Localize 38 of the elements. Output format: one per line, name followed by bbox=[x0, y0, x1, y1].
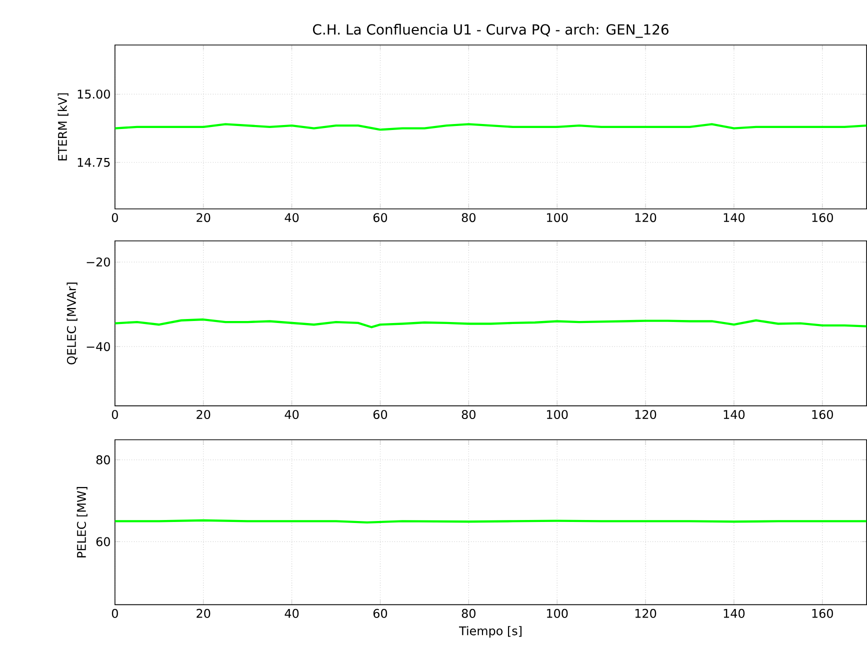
x-tick-label: 60 bbox=[373, 410, 388, 420]
y-tick-label: 60 bbox=[96, 537, 110, 546]
y-axis-title: PELEC [MW] bbox=[76, 487, 88, 558]
x-tick-label: 40 bbox=[284, 609, 299, 618]
y-tick-label: 14.75 bbox=[78, 158, 110, 168]
x-tick-label: 80 bbox=[462, 213, 476, 222]
x-tick-label: 20 bbox=[196, 213, 210, 222]
x-tick-label: 0 bbox=[112, 213, 118, 222]
x-tick-label: 60 bbox=[373, 609, 388, 618]
x-tick-label: 100 bbox=[547, 609, 568, 618]
x-tick-label: 140 bbox=[724, 213, 745, 222]
x-tick-label: 100 bbox=[547, 213, 568, 222]
y-tick-label: 80 bbox=[96, 455, 110, 465]
x-tick-label: 40 bbox=[284, 410, 299, 420]
x-tick-label: 20 bbox=[196, 410, 210, 420]
y-tick-label: −40 bbox=[86, 342, 110, 352]
x-tick-label: 100 bbox=[547, 410, 568, 420]
x-tick-label: 0 bbox=[112, 410, 118, 420]
x-tick-label: 160 bbox=[812, 609, 833, 618]
x-tick-label: 160 bbox=[812, 410, 833, 420]
x-tick-label: 20 bbox=[196, 609, 210, 618]
y-tick-label: −20 bbox=[86, 258, 110, 267]
x-axis-title: Tiempo [s] bbox=[459, 626, 522, 638]
x-tick-label: 140 bbox=[724, 410, 745, 420]
x-tick-label: 140 bbox=[724, 609, 745, 618]
x-tick-label: 40 bbox=[284, 213, 299, 222]
x-tick-label: 160 bbox=[812, 213, 833, 222]
y-tick-label: 15.00 bbox=[78, 90, 110, 99]
x-tick-label: 60 bbox=[373, 213, 388, 222]
y-axis-title: QELEC [MVAr] bbox=[66, 282, 78, 365]
x-tick-label: 80 bbox=[462, 609, 476, 618]
x-tick-label: 80 bbox=[462, 410, 476, 420]
x-tick-label: 120 bbox=[635, 410, 656, 420]
chart-title: C.H. La Confluencia U1 - Curva PQ - arch: GEN_126 bbox=[313, 24, 668, 38]
y-axis-title: ETERM [kV] bbox=[58, 93, 68, 161]
x-tick-label: 0 bbox=[112, 609, 118, 618]
x-tick-label: 120 bbox=[635, 609, 656, 618]
x-tick-label: 120 bbox=[635, 213, 656, 222]
